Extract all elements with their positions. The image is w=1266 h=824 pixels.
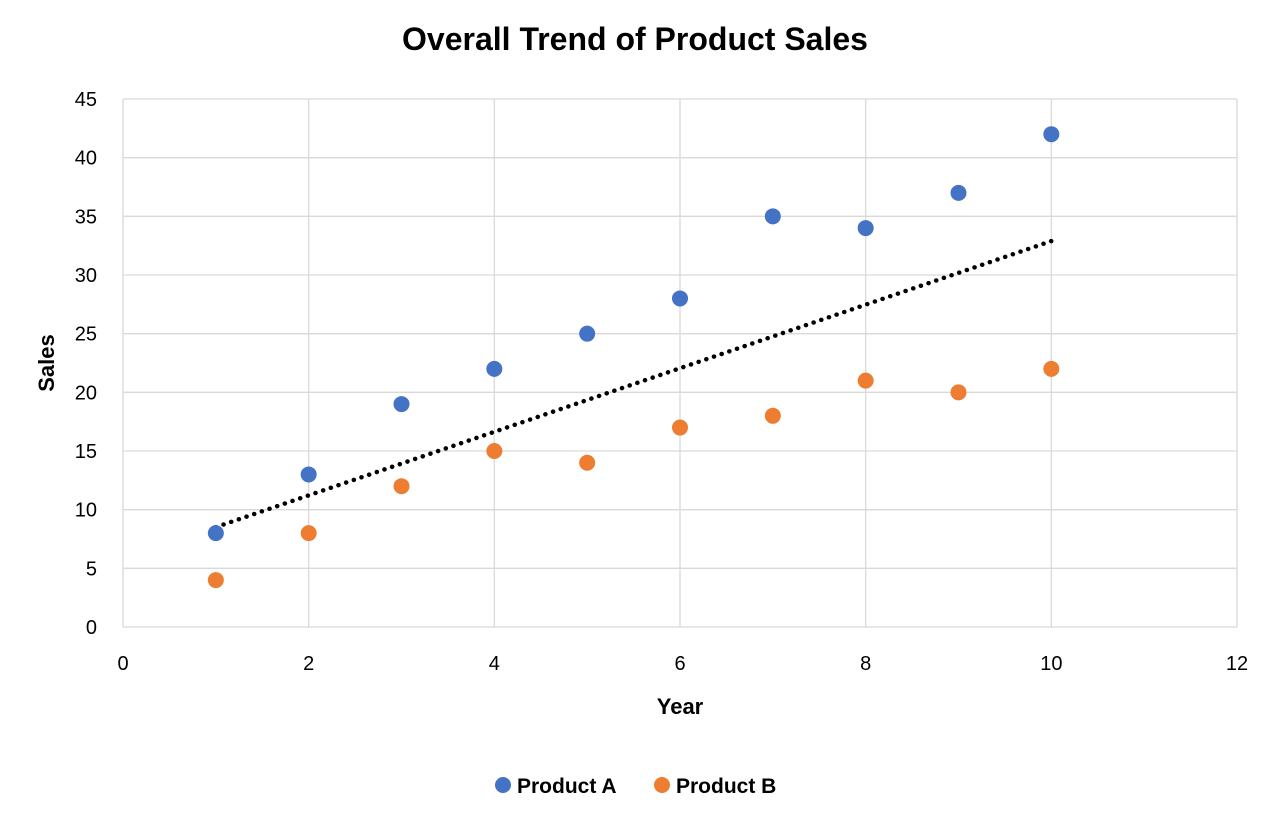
point-product-b [393,478,410,495]
x-tick-label: 6 [674,653,685,675]
point-product-a [393,396,410,413]
y-tick-label: 30 [75,265,97,287]
y-tick-label: 15 [75,441,97,463]
trendline-path [213,238,1054,530]
legend-marker-product-b [654,777,670,793]
gridlines [122,98,1238,628]
point-product-b [300,525,317,542]
chart-title: Overall Trend of Product Sales [402,21,868,57]
y-axis-label: Sales [34,334,59,392]
y-tick-label: 25 [75,324,97,346]
y-tick-label: 45 [75,89,97,111]
y-tick-label: 10 [75,500,97,522]
legend-label-product-b: Product B [676,775,776,798]
point-product-a [857,220,874,237]
x-tick-label: 4 [489,653,500,675]
y-tick-label: 20 [75,382,97,404]
point-product-b [672,419,688,436]
x-tick-label: 10 [1040,653,1062,675]
point-product-a [207,525,224,542]
y-tick-label: 5 [86,558,97,580]
point-product-b [857,372,874,389]
legend: Product A Product B [495,775,776,798]
x-tick-label: 12 [1226,653,1248,675]
x-tick-label: 8 [860,653,871,675]
point-product-a [300,466,317,483]
trendline [213,238,1054,530]
y-tick-label: 40 [75,148,97,170]
point-product-a [579,325,596,342]
point-product-b [207,572,224,589]
y-tick-label: 35 [75,206,97,228]
legend-marker-product-a [495,777,511,793]
legend-label-product-a: Product A [517,775,617,798]
point-product-b [950,384,967,401]
point-product-a [486,360,503,377]
point-product-a [764,208,781,225]
point-product-b [764,407,781,424]
point-product-b [1043,360,1060,377]
tick-labels: 0 5 10 15 20 25 30 35 40 45 0 2 4 6 8 10 12 [75,89,1248,675]
x-axis-label: Year [657,694,704,719]
point-product-b [486,443,503,459]
x-tick-label: 2 [303,653,314,675]
data-points [207,126,1060,589]
point-product-a [672,290,688,307]
point-product-a [950,184,967,201]
y-tick-label: 0 [86,617,97,639]
point-product-a [1043,126,1060,143]
x-tick-label: 0 [117,653,128,675]
point-product-b [579,454,596,471]
